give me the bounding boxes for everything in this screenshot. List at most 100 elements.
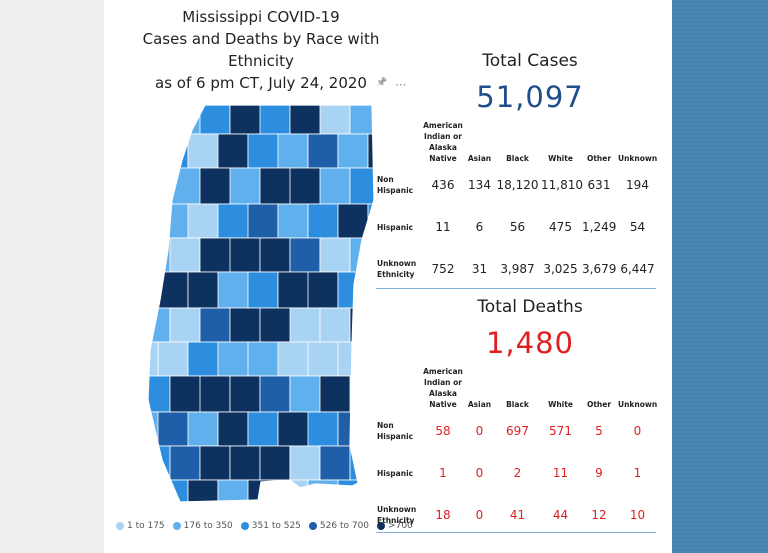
county-shape[interactable] (367, 133, 380, 169)
county-shape[interactable] (337, 479, 376, 510)
legend-dot (308, 522, 317, 530)
table-cell: 5 (595, 424, 603, 438)
county-shape[interactable] (277, 479, 309, 510)
county-shape[interactable] (140, 445, 171, 481)
county-shape[interactable] (337, 411, 369, 447)
legend-dot (172, 522, 181, 530)
county-shape[interactable] (229, 307, 261, 343)
county-shape[interactable] (307, 271, 339, 309)
table-cell: 11 (435, 220, 451, 234)
county-shape[interactable] (140, 167, 171, 205)
county-shape[interactable] (229, 167, 261, 205)
county-shape[interactable] (229, 375, 261, 413)
table-cell: 58 (435, 424, 451, 438)
county-shape[interactable] (169, 445, 201, 481)
county-shape[interactable] (247, 479, 279, 510)
table-cell: 0 (633, 424, 642, 438)
row-label: Hispanic (377, 222, 414, 232)
county-shape[interactable] (337, 133, 369, 169)
county-shape[interactable] (229, 445, 261, 481)
column-header: Other (586, 154, 612, 163)
county-shape[interactable] (169, 237, 201, 273)
county-map[interactable] (140, 100, 380, 510)
legend-dot (377, 522, 386, 530)
total-cases-value: 51,097 (476, 80, 584, 114)
county-shape[interactable] (259, 375, 291, 413)
county-shape[interactable] (169, 167, 201, 205)
mississippi-map[interactable] (140, 100, 380, 510)
county-shape[interactable] (289, 237, 321, 273)
table-cell: 11,810 (541, 178, 583, 192)
county-shape[interactable] (199, 100, 231, 135)
county-shape[interactable] (229, 237, 261, 273)
total-deaths-value: 1,480 (485, 326, 575, 360)
total-deaths-title: Total Deaths (477, 297, 583, 317)
column-header: Unknown (618, 154, 658, 163)
county-shape[interactable] (199, 375, 231, 413)
county-shape[interactable] (259, 237, 291, 273)
county-cells[interactable] (140, 100, 380, 510)
county-shape[interactable] (319, 167, 351, 205)
county-shape[interactable] (337, 203, 369, 239)
more-options-icon[interactable]: ⋯ (395, 78, 407, 91)
column-header: Asian (467, 154, 492, 163)
column-header: American Indian or Alaska Native (423, 367, 463, 409)
county-shape[interactable] (157, 341, 189, 377)
county-shape[interactable] (307, 203, 339, 239)
county-shape[interactable] (157, 271, 189, 309)
row-label: Hispanic (377, 468, 414, 478)
table-row: Non Hispanic 436 134 18,120 11,810 631 1… (376, 164, 658, 206)
county-shape[interactable] (247, 411, 279, 447)
county-shape[interactable] (319, 375, 359, 413)
table-cell: 11 (552, 466, 569, 480)
pin-icon[interactable]: 📌 (376, 78, 388, 88)
county-shape[interactable] (259, 445, 291, 481)
legend-label: 176 to 350 (183, 521, 233, 531)
table-cell: 41 (509, 508, 526, 522)
county-shape[interactable] (140, 100, 171, 135)
county-shape[interactable] (199, 445, 231, 481)
column-header: American Indian or Alaska Native (423, 121, 463, 163)
county-shape[interactable] (307, 411, 339, 447)
county-shape[interactable] (217, 411, 249, 447)
county-shape[interactable] (140, 375, 171, 413)
legend-dot (240, 522, 249, 530)
county-shape[interactable] (307, 133, 339, 169)
county-shape[interactable] (157, 133, 189, 169)
legend-dot (116, 522, 124, 530)
table-cell: 56 (509, 220, 526, 234)
column-header: White (548, 400, 573, 409)
county-shape[interactable] (199, 307, 231, 343)
table-cell: 18,120 (496, 178, 539, 192)
table-cell: 194 (626, 178, 649, 192)
county-shape[interactable] (259, 100, 291, 135)
county-shape[interactable] (247, 271, 279, 309)
row-label: Unknown Ethnicity (377, 505, 417, 525)
county-shape[interactable] (187, 203, 219, 239)
legend-label: 526 to 700 (319, 521, 370, 531)
county-shape[interactable] (187, 411, 219, 447)
table-cell: 1,249 (582, 220, 617, 234)
county-shape[interactable] (319, 100, 351, 135)
county-shape[interactable] (277, 341, 309, 377)
table-cell: 0 (475, 508, 484, 522)
county-shape[interactable] (337, 341, 369, 377)
county-shape[interactable] (289, 445, 321, 481)
county-shape[interactable] (140, 203, 159, 239)
county-shape[interactable] (187, 479, 219, 510)
row-label-header (376, 120, 422, 164)
county-shape[interactable] (319, 445, 351, 481)
county-shape[interactable] (140, 133, 159, 169)
cases-divider (376, 288, 656, 289)
county-shape[interactable] (349, 307, 380, 343)
county-shape[interactable] (319, 237, 351, 273)
table-cell: 2 (513, 466, 522, 480)
county-shape[interactable] (247, 203, 279, 239)
county-shape[interactable] (277, 203, 309, 239)
county-shape[interactable] (217, 133, 249, 169)
county-shape[interactable] (277, 133, 309, 169)
county-shape[interactable] (140, 479, 159, 510)
county-shape[interactable] (349, 167, 380, 205)
table-cell: 54 (629, 220, 646, 234)
cases-header-row: American Indian or Alaska Native Asian B… (376, 120, 658, 164)
